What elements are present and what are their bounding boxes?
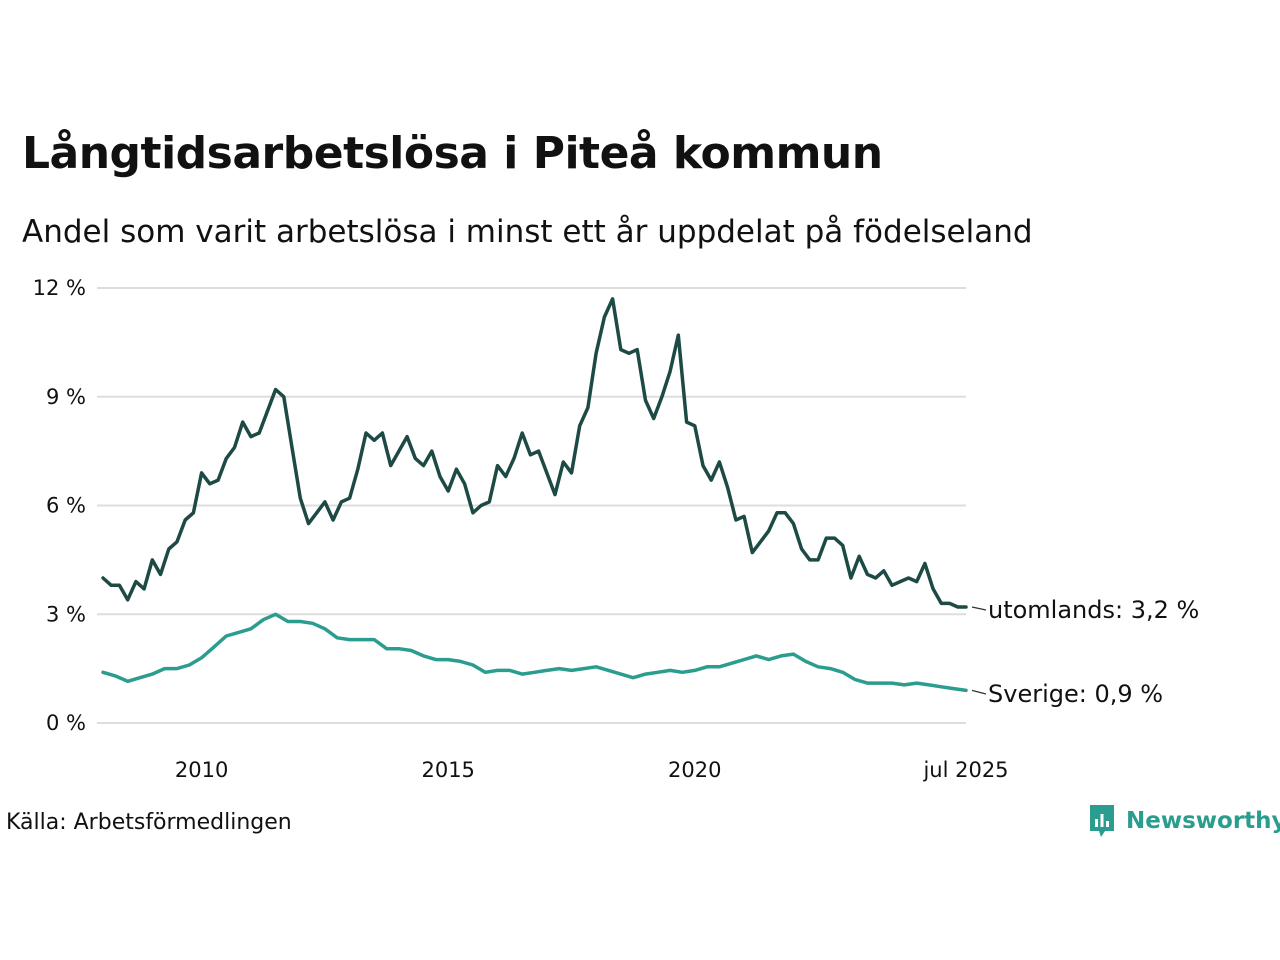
y-tick-label: 0 % <box>46 711 86 735</box>
x-tick-label: 2020 <box>668 758 721 782</box>
x-tick-label: 2010 <box>175 758 228 782</box>
label-leader-line <box>971 689 987 695</box>
brand-logo: Newsworthy <box>1088 803 1280 839</box>
line-chart: 0 % 3 % 6 % 9 % 12 % 2010 2015 2020 jul 2025 utom… <box>33 276 1200 782</box>
brand-name: Newsworthy <box>1126 808 1280 834</box>
source-note: Källa: Arbetsförmedlingen <box>6 810 292 835</box>
y-tick-label: 3 % <box>46 602 86 626</box>
chart-title: Långtidsarbetslösa i Piteå kommun <box>22 128 883 179</box>
y-tick-label: 9 % <box>46 385 86 409</box>
x-tick-label: 2015 <box>421 758 474 782</box>
label-leader-line <box>971 606 987 611</box>
series-line-sverige <box>101 612 968 693</box>
series-end-label: Sverige: 0,9 % <box>988 680 1163 708</box>
bar-chart-icon <box>1090 805 1114 837</box>
y-tick-label: 12 % <box>33 276 86 300</box>
x-tick-label: jul 2025 <box>922 758 1008 782</box>
series-line-utomlands <box>101 297 968 609</box>
y-tick-label: 6 % <box>46 494 86 518</box>
chart-subtitle: Andel som varit arbetslösa i minst ett å… <box>22 214 1033 250</box>
series-end-label: utomlands: 3,2 % <box>988 596 1199 624</box>
